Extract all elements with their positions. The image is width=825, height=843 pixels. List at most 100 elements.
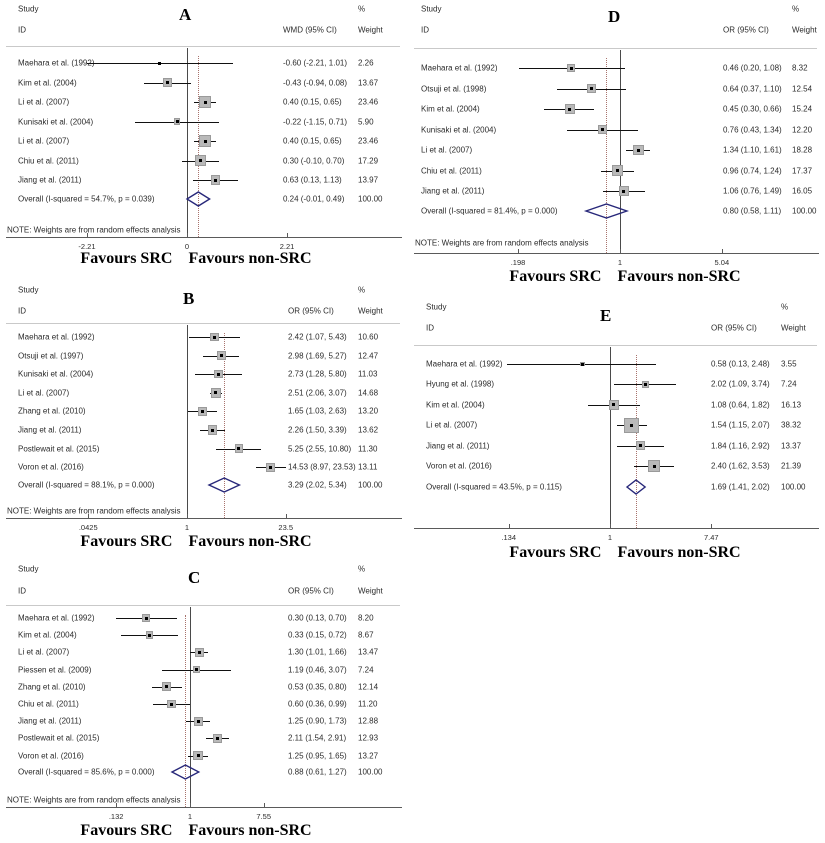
weight-value: 23.46: [358, 97, 379, 107]
axis-tick-label: .132: [108, 812, 124, 821]
null-effect-line: [610, 347, 611, 528]
header-rule: [6, 323, 400, 324]
point-estimate-marker: [199, 159, 203, 162]
favours-src-label: Favours SRC: [509, 268, 602, 285]
axis-tick-label: .0425: [78, 523, 98, 532]
null-effect-line: [187, 48, 188, 237]
study-label: Kunisaki et al. (2004): [18, 117, 94, 126]
column-header-effect: OR (95% CI): [288, 586, 334, 596]
effect-estimate: 2.73 (1.28, 5.80): [288, 369, 347, 379]
axis-tick-label: 7.47: [703, 533, 719, 542]
point-estimate-marker: [568, 107, 572, 111]
weight-value: 17.29: [358, 156, 379, 165]
column-header-id: ID: [18, 586, 26, 596]
panel-letter: D: [608, 7, 621, 26]
overall-effect-estimate: 0.80 (0.58, 1.11): [723, 206, 782, 216]
effect-estimate: 0.60 (0.36, 0.99): [288, 699, 347, 709]
overall-label: Overall (I-squared = 85.6%, p = 0.000): [18, 767, 155, 777]
study-label: Li et al. (2007): [18, 97, 70, 107]
point-estimate-marker: [216, 372, 220, 376]
effect-estimate: 0.64 (0.37, 1.10): [723, 84, 782, 93]
favours-non-src-label: Favours non-SRC: [617, 268, 741, 285]
study-label: Li et al. (2007): [18, 136, 70, 146]
point-estimate-marker: [612, 403, 616, 407]
point-estimate-marker: [196, 719, 200, 723]
overall-diamond: [583, 203, 629, 219]
study-label: Otsuji et al. (1997): [18, 351, 84, 361]
header-rule: [6, 46, 400, 47]
favours-non-src-label: Favours non-SRC: [617, 544, 741, 561]
column-header-effect: OR (95% CI): [711, 323, 757, 333]
point-estimate-marker: [630, 423, 634, 427]
weight-value: 13.47: [358, 647, 379, 657]
overall-diamond: [170, 764, 201, 780]
overall-weight-value: 100.00: [358, 767, 383, 777]
panel-E: Study ID% Weight OR (95% CI) E Maehara et al.…: [408, 285, 825, 563]
effect-estimate: 2.51 (2.06, 3.07): [288, 388, 347, 398]
random-effects-note: NOTE: Weights are from random effects an…: [415, 238, 589, 248]
axis-tick-label: 1: [607, 533, 613, 542]
study-label: Postlewait et al. (2015): [18, 444, 100, 454]
point-estimate-marker: [203, 139, 207, 143]
point-estimate-marker: [165, 685, 169, 689]
axis-tick-label: 7.55: [256, 812, 272, 821]
favours-src-label: Favours SRC: [80, 250, 173, 267]
random-effects-note: NOTE: Weights are from random effects an…: [7, 795, 181, 805]
point-estimate-marker: [581, 362, 585, 366]
axis-tick: [711, 524, 713, 528]
effect-estimate: 2.11 (1.54, 2.91): [288, 733, 347, 743]
weight-value: 13.67: [358, 78, 379, 87]
column-header-weight: Weight: [358, 586, 383, 596]
favours-labels: Favours SRC Favours non-SRC: [80, 250, 311, 268]
column-header-weight: Weight: [358, 306, 383, 316]
column-header-study: Study: [18, 285, 39, 295]
effect-estimate: 1.30 (1.01, 1.66): [288, 647, 347, 657]
weight-value: 13.37: [781, 441, 802, 451]
point-estimate-marker: [601, 128, 605, 131]
study-label: Chiu et al. (2011): [18, 156, 79, 165]
study-label: Li et al. (2007): [426, 420, 478, 430]
column-header-study: Study: [426, 302, 447, 312]
effect-estimate: 2.40 (1.62, 3.53): [711, 461, 770, 471]
effect-estimate: 0.45 (0.30, 0.66): [723, 104, 782, 114]
study-label: Jiang et al. (2011): [18, 716, 82, 726]
header-rule: [6, 605, 400, 606]
favours-non-src-label: Favours non-SRC: [188, 250, 312, 267]
weight-value: 13.62: [358, 425, 379, 435]
study-label: Li et al. (2007): [18, 388, 70, 398]
point-estimate-marker: [643, 382, 647, 386]
weight-value: 12.47: [358, 351, 379, 361]
point-estimate-marker: [639, 444, 643, 448]
study-label: Kim et al. (2004): [426, 400, 485, 410]
axis-tick: [86, 233, 88, 237]
overall-estimate-dashed-line: [197, 56, 199, 237]
study-label: Maehara et al. (1992): [421, 63, 498, 73]
point-estimate-marker: [198, 650, 202, 654]
header-rule: [414, 48, 817, 49]
axis-tick: [508, 524, 510, 528]
axis-tick: [285, 514, 287, 518]
random-effects-note: NOTE: Weights are from random effects an…: [7, 506, 181, 516]
overall-weight-value: 100.00: [358, 480, 383, 490]
axis-tick: [187, 233, 188, 237]
panel-letter: A: [179, 5, 192, 24]
favours-labels: Favours SRC Favours non-SRC: [509, 268, 740, 286]
effect-estimate: 0.33 (0.15, 0.72): [288, 630, 347, 640]
x-axis-line: [414, 528, 819, 529]
x-axis-line: [6, 237, 402, 238]
overall-label: Overall (I-squared = 88.1%, p = 0.000): [18, 480, 155, 490]
study-label: Zhang et al. (2010): [18, 406, 86, 416]
effect-estimate: 0.30 (0.13, 0.70): [288, 613, 347, 623]
overall-effect-estimate: 0.88 (0.61, 1.27): [288, 767, 347, 777]
study-label: Chiu et al. (2011): [18, 699, 79, 709]
study-label: Hyung et al. (1998): [426, 379, 495, 389]
column-header-pct: %: [358, 564, 366, 574]
point-estimate-marker: [169, 702, 173, 706]
column-header-pct: %: [358, 4, 366, 14]
axis-tick-label: .134: [501, 533, 517, 542]
weight-value: 7.24: [358, 665, 374, 675]
column-header-id: ID: [18, 306, 26, 316]
point-estimate-marker: [175, 120, 179, 123]
point-estimate-marker: [636, 148, 640, 152]
weight-value: 15.24: [792, 104, 813, 114]
